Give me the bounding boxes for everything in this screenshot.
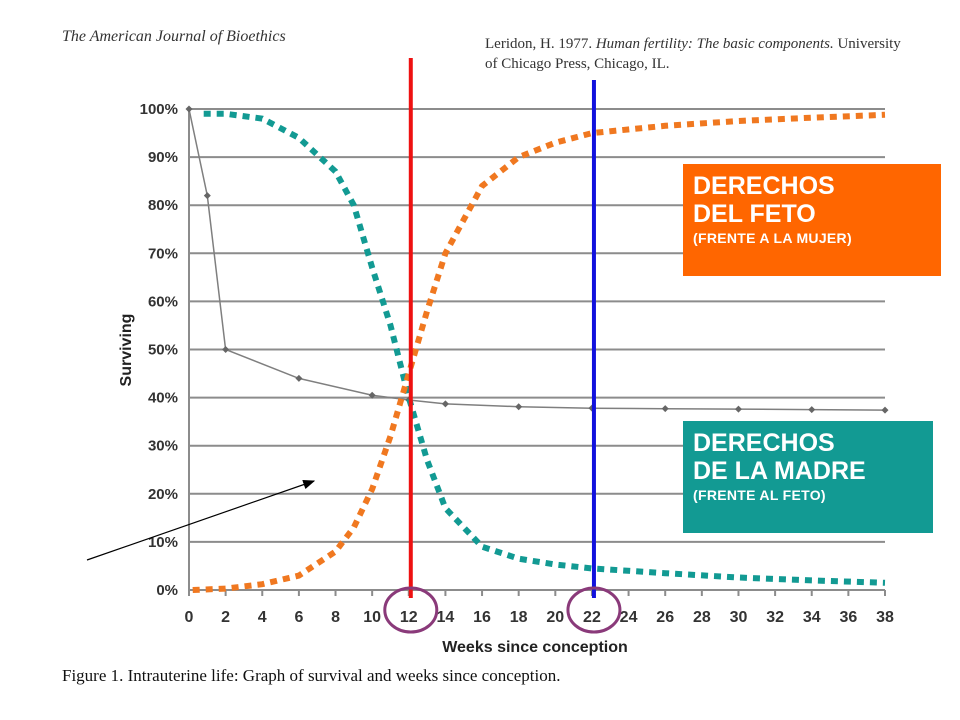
- vertical-lines: [408, 58, 596, 598]
- x-tick-label: 24: [620, 609, 638, 626]
- x-tick-label: 30: [730, 609, 748, 626]
- y-tick-label: 10%: [148, 534, 178, 551]
- x-tick-label: 28: [693, 609, 711, 626]
- y-tick-label: 80%: [148, 197, 178, 214]
- data-point-marker: [222, 346, 230, 353]
- data-point-marker: [881, 406, 889, 414]
- y-tick-label: 50%: [148, 342, 178, 359]
- y-tick-label: 70%: [148, 245, 178, 262]
- x-tick-label: 36: [839, 609, 857, 626]
- y-tick-label: 100%: [140, 101, 178, 118]
- y-tick-label: 20%: [148, 486, 178, 503]
- tick-circles: [383, 586, 622, 634]
- x-tick-label: 34: [803, 609, 821, 626]
- data-point-marker: [734, 405, 742, 413]
- x-tick-label: 26: [656, 609, 674, 626]
- x-axis-label: Weeks since conception: [442, 639, 628, 656]
- x-tick-label: 32: [766, 609, 784, 626]
- x-tick-label: 8: [331, 609, 340, 626]
- data-point-marker: [295, 374, 303, 382]
- data-point-marker: [368, 391, 376, 399]
- series-line-dotted: [203, 110, 886, 586]
- data-point-marker: [441, 400, 449, 408]
- citation-author: Leridon, H. 1977.: [485, 36, 593, 52]
- citation: Leridon, H. 1977. Human fertility: The b…: [485, 34, 935, 74]
- y-tick-label: 0%: [156, 582, 178, 599]
- data-point-marker: [661, 405, 669, 413]
- data-point-marker: [808, 406, 816, 414]
- y-axis-label: Surviving: [118, 314, 135, 387]
- y-tick-label: 40%: [148, 390, 178, 407]
- arrow-pointer: [86, 480, 316, 561]
- data-point-marker: [515, 403, 523, 411]
- figure-caption: Figure 1. Intrauterine life: Graph of su…: [62, 666, 561, 685]
- data-point-marker: [203, 192, 211, 200]
- mother-rights-box: DERECHOS DE LA MADRE (FRENTE AL FETO): [683, 421, 933, 533]
- fetus-box-line3: (FRENTE A LA MUJER): [693, 230, 852, 246]
- x-tick-label: 12: [400, 609, 418, 626]
- fetus-box-line2: DEL FETO: [693, 200, 816, 228]
- fetus-rights-box: DERECHOS DEL FETO (FRENTE A LA MUJER): [683, 164, 941, 276]
- y-tick-label: 30%: [148, 438, 178, 455]
- circle-week-12: [383, 586, 439, 634]
- x-tick-label: 20: [546, 609, 564, 626]
- x-tick-label: 4: [258, 609, 267, 626]
- citation-publisher: of Chicago Press, Chicago, IL.: [485, 56, 670, 72]
- y-tick-label: 90%: [148, 149, 178, 166]
- y-tick-label: 60%: [148, 293, 178, 310]
- fetus-box-line1: DERECHOS: [693, 172, 835, 200]
- data-point-marker: [185, 105, 193, 113]
- mother-box-line2: DE LA MADRE: [693, 457, 866, 485]
- citation-rest: University: [837, 36, 901, 52]
- circle-week-22: [566, 586, 622, 634]
- x-tick-label: 22: [583, 609, 601, 626]
- journal-title: The American Journal of Bioethics: [62, 28, 286, 45]
- citation-book: Human fertility: The basic components.: [595, 36, 834, 52]
- mother-box-line3: (FRENTE AL FETO): [693, 487, 826, 503]
- x-tick-label: 38: [876, 609, 894, 626]
- x-tick-label: 2: [221, 609, 230, 626]
- x-tick-label: 18: [510, 609, 528, 626]
- x-tick-label: 10: [363, 609, 381, 626]
- x-tick-label: 16: [473, 609, 491, 626]
- x-tick-label: 14: [437, 609, 455, 626]
- x-tick-label: 6: [294, 609, 303, 626]
- mother-box-line1: DERECHOS: [693, 429, 835, 457]
- x-tick-label: 0: [185, 609, 194, 626]
- axes: 0%10%20%30%40%50%60%70%80%90%100%0 2 4 6 8 10…: [118, 101, 894, 656]
- series-line-dotted: [192, 111, 886, 593]
